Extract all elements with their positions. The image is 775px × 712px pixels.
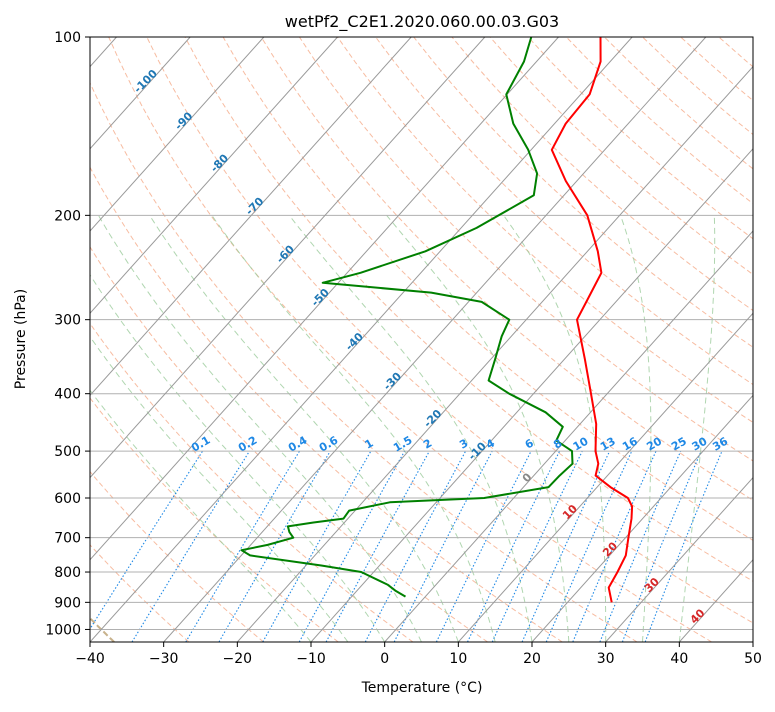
y-tick-label: 400 bbox=[54, 387, 81, 403]
y-tick-label: 300 bbox=[54, 313, 81, 329]
x-tick-label: 20 bbox=[523, 651, 541, 667]
x-tick-label: 50 bbox=[744, 651, 762, 667]
x-axis-label: Temperature (°C) bbox=[361, 680, 483, 696]
x-tick-label: 0 bbox=[380, 651, 389, 667]
y-axis-label: Pressure (hPa) bbox=[13, 289, 29, 389]
x-tick-label: −30 bbox=[149, 651, 179, 667]
y-tick-label: 1000 bbox=[45, 622, 81, 638]
y-tick-label: 600 bbox=[54, 491, 81, 507]
y-tick-label: 200 bbox=[54, 208, 81, 224]
y-tick-label: 100 bbox=[54, 30, 81, 46]
y-tick-label: 700 bbox=[54, 531, 81, 547]
chart-title: wetPf2_C2E1.2020.060.00.03.G03 bbox=[285, 12, 559, 32]
x-tick-label: 10 bbox=[449, 651, 467, 667]
y-tick-label: 900 bbox=[54, 595, 81, 611]
y-tick-label: 500 bbox=[54, 444, 81, 460]
x-tick-label: −40 bbox=[75, 651, 105, 667]
x-tick-label: 40 bbox=[670, 651, 688, 667]
x-tick-label: 30 bbox=[597, 651, 615, 667]
x-tick-label: −20 bbox=[223, 651, 253, 667]
x-tick-label: −10 bbox=[296, 651, 326, 667]
y-tick-label: 800 bbox=[54, 565, 81, 581]
